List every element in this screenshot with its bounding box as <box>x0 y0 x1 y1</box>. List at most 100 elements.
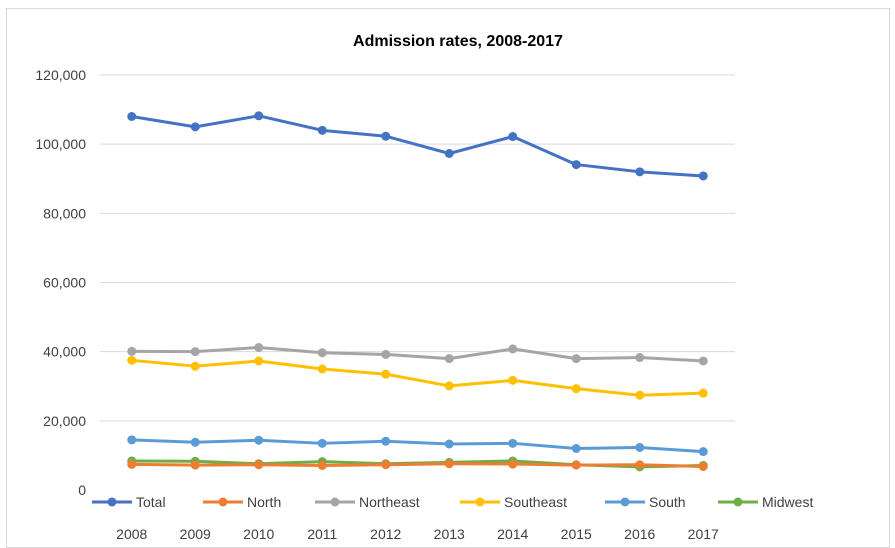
data-point <box>444 459 454 469</box>
x-tick-label: 2010 <box>243 526 274 542</box>
series-north <box>127 459 708 471</box>
y-tick-label: 100,000 <box>35 136 86 152</box>
data-point <box>254 111 264 121</box>
legend-item-midwest: Midwest <box>718 494 813 510</box>
data-point <box>190 347 200 357</box>
data-point <box>444 381 454 391</box>
data-point <box>381 369 391 379</box>
legend-label: Midwest <box>762 494 813 510</box>
data-point <box>127 435 137 445</box>
legend-marker <box>218 497 228 507</box>
data-point <box>381 131 391 141</box>
legend-item-south: South <box>605 494 686 510</box>
legend-label: Total <box>136 494 166 510</box>
data-point <box>508 344 518 354</box>
series-line <box>130 346 705 363</box>
data-point <box>635 167 645 177</box>
data-point <box>317 125 327 135</box>
data-point <box>190 122 200 132</box>
legend-marker <box>330 497 340 507</box>
x-tick-label: 2009 <box>180 526 211 542</box>
data-point <box>698 356 708 366</box>
series-northeast <box>127 343 708 366</box>
data-point <box>127 346 137 356</box>
y-tick-label: 40,000 <box>43 344 86 360</box>
legend-item-north: North <box>203 494 281 510</box>
data-point <box>317 364 327 374</box>
series-southeast <box>127 355 708 400</box>
data-point <box>508 438 518 448</box>
y-tick-label: 20,000 <box>43 413 86 429</box>
series-line <box>130 438 705 454</box>
data-point <box>444 439 454 449</box>
y-tick-label: 0 <box>78 482 86 498</box>
data-point <box>254 460 264 470</box>
data-point <box>571 160 581 170</box>
legend-item-northeast: Northeast <box>315 494 420 510</box>
y-tick-label: 80,000 <box>43 205 86 221</box>
data-point <box>698 171 708 181</box>
data-point <box>190 460 200 470</box>
data-point <box>254 343 264 353</box>
data-point <box>254 356 264 366</box>
data-point <box>571 444 581 453</box>
legend-label: Northeast <box>359 494 420 510</box>
chart-title: Admission rates, 2008-2017 <box>353 33 563 50</box>
data-point <box>444 354 454 364</box>
x-tick-label: 2016 <box>624 526 655 542</box>
x-tick-label: 2008 <box>116 526 147 542</box>
data-point <box>444 149 454 159</box>
legend: Total North Northeast Southeast South Midwest <box>92 494 813 510</box>
data-point <box>381 460 391 470</box>
data-point <box>381 436 391 446</box>
data-point <box>190 361 200 371</box>
data-point <box>508 459 518 469</box>
series-line <box>130 114 705 178</box>
legend-label: South <box>649 494 686 510</box>
series-line <box>130 462 705 468</box>
y-axis-tick-labels: 0 20,000 40,000 60,000 80,000 100,000 120,000 <box>35 67 86 498</box>
data-point <box>127 112 137 121</box>
data-series <box>127 111 708 472</box>
data-point <box>190 437 200 447</box>
x-axis-tick-labels: 2008 2009 2010 2011 2012 2013 2014 2015 2016 2017 <box>116 526 719 542</box>
data-point <box>635 442 645 452</box>
y-tick-label: 60,000 <box>43 275 86 291</box>
data-point <box>635 460 645 470</box>
data-point <box>317 460 327 470</box>
data-point <box>571 384 581 394</box>
x-tick-label: 2015 <box>561 526 592 542</box>
x-tick-label: 2013 <box>434 526 465 542</box>
data-point <box>254 435 264 445</box>
series-line <box>130 358 705 397</box>
series-south <box>127 435 708 457</box>
data-point <box>698 447 708 457</box>
data-point <box>698 461 708 471</box>
x-tick-label: 2012 <box>370 526 401 542</box>
legend-item-total: Total <box>92 494 166 510</box>
data-point <box>571 354 581 364</box>
data-point <box>508 132 518 142</box>
series-total <box>127 111 708 181</box>
legend-item-southeast: Southeast <box>460 494 567 510</box>
legend-marker <box>733 497 743 507</box>
x-tick-label: 2011 <box>307 526 337 542</box>
data-point <box>127 355 137 365</box>
legend-label: North <box>247 494 281 510</box>
data-point <box>317 438 327 448</box>
data-point <box>698 388 708 398</box>
x-tick-label: 2014 <box>497 526 528 542</box>
data-point <box>571 460 581 470</box>
y-tick-label: 120,000 <box>35 67 86 83</box>
x-tick-label: 2017 <box>688 526 719 542</box>
data-point <box>635 353 645 363</box>
data-point <box>508 375 518 385</box>
data-point <box>127 459 137 469</box>
data-point <box>317 348 327 358</box>
data-point <box>381 349 391 359</box>
legend-marker <box>475 497 485 507</box>
legend-label: Southeast <box>504 494 567 510</box>
legend-marker <box>107 497 117 507</box>
